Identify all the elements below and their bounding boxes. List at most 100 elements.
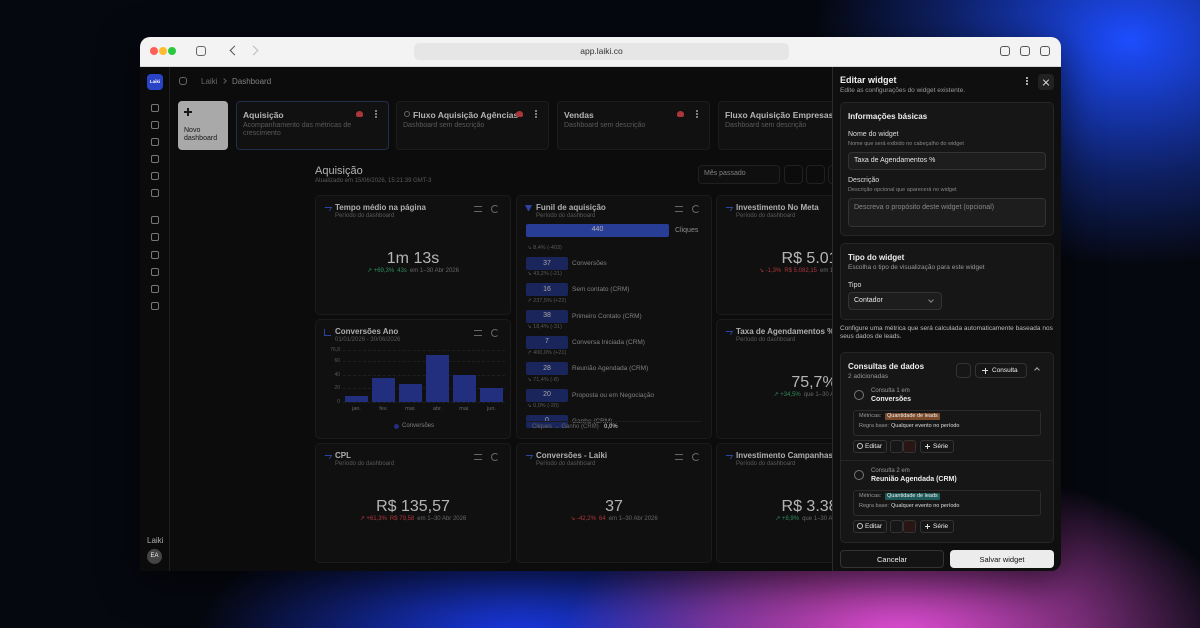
funnel-value: 20: [543, 391, 551, 398]
avatar[interactable]: [147, 549, 162, 564]
dashboard-card[interactable]: [396, 101, 549, 150]
icon[interactable]: [151, 121, 159, 129]
comparison-range: em 1–30 Abr 2026: [409, 268, 459, 274]
icon[interactable]: [151, 285, 159, 293]
refresh-button[interactable]: [491, 329, 499, 337]
new-dashboard[interactable]: [178, 101, 228, 150]
more-button[interactable]: [375, 110, 377, 118]
icon[interactable]: [151, 233, 159, 241]
icon[interactable]: [151, 251, 159, 259]
icon-button[interactable]: [784, 165, 803, 184]
duplicate-button[interactable]: [890, 440, 903, 453]
add-query-button[interactable]: [975, 363, 1027, 378]
y-tick-label: 40: [334, 371, 340, 378]
swap-button[interactable]: [474, 206, 482, 212]
swap-button[interactable]: [675, 454, 683, 460]
type-select[interactable]: [848, 292, 942, 310]
period-select[interactable]: [698, 165, 780, 184]
icon[interactable]: [196, 46, 206, 56]
icon-button[interactable]: [806, 165, 825, 184]
breadcrumb: Dashboard: [232, 77, 272, 86]
plus: [927, 444, 928, 449]
icon[interactable]: [151, 216, 159, 224]
refresh-button[interactable]: [692, 205, 700, 213]
icon[interactable]: [179, 77, 187, 85]
icon[interactable]: [151, 189, 159, 197]
x-tick-label: jan.: [352, 406, 361, 412]
swap-button[interactable]: [675, 206, 683, 212]
widget-subtitle: Período do dashboard: [536, 461, 596, 467]
metric-value: R$ 5.016: [781, 250, 847, 267]
grid-line: [343, 350, 505, 351]
swap-button[interactable]: [474, 454, 482, 460]
more-button[interactable]: [1026, 77, 1028, 85]
comparison-previous: R$ 79,58: [389, 516, 415, 522]
delete-query-button[interactable]: [903, 520, 916, 533]
swap-button[interactable]: [474, 330, 482, 336]
edit-label: Editar: [865, 443, 882, 450]
series-label: Série: [933, 523, 949, 530]
metric-comparison: ↗ +34,5% que 1–30 Abr 2026: [716, 392, 912, 402]
funnel-bar: [526, 283, 568, 297]
window-button[interactable]: [150, 47, 158, 55]
icon[interactable]: [151, 138, 159, 146]
duplicate-button[interactable]: [890, 520, 903, 533]
widget: [315, 443, 511, 563]
icon[interactable]: [151, 155, 159, 163]
address-bar[interactable]: [414, 43, 789, 60]
comparison-range: que 1–30 Abr 2026: [802, 516, 853, 522]
funnel-label: Sem contato (CRM): [572, 286, 630, 294]
series-button[interactable]: [920, 440, 954, 453]
edit-button[interactable]: [853, 440, 887, 453]
icon[interactable]: [1040, 46, 1050, 56]
comparison-previous: 64: [598, 516, 606, 522]
input-placeholder: Descreva o propósito deste widget (opcio…: [854, 204, 995, 211]
x-tick-label: mai.: [459, 406, 470, 412]
save-button[interactable]: [950, 550, 1054, 568]
icon: [857, 523, 863, 529]
dashboard-name: Aquisição: [243, 110, 284, 120]
comparison-delta: ↗ +69,3%: [367, 268, 395, 274]
edit-button[interactable]: [853, 520, 887, 533]
dashboard-title: Aquisição: [315, 165, 363, 177]
icon[interactable]: [1000, 46, 1010, 56]
period-value: Mês passado: [704, 170, 746, 177]
url: app.laiki.co: [580, 46, 623, 56]
metric-tag: Quantidade de leads: [885, 493, 940, 500]
dashboard-description: Dashboard sem descrição: [725, 122, 807, 129]
breadcrumb[interactable]: Laiki: [201, 77, 218, 86]
widget-subtitle: Período do dashboard: [536, 213, 596, 219]
icon[interactable]: [151, 172, 159, 180]
more-button[interactable]: [535, 110, 537, 118]
icon[interactable]: [1020, 46, 1030, 56]
metric-tag: Quantidade de leads: [885, 413, 940, 420]
widget-subtitle: Período do dashboard: [736, 461, 796, 467]
window-button[interactable]: [168, 47, 176, 55]
more-button[interactable]: [696, 110, 698, 118]
dashboard-name: Vendas: [564, 110, 594, 120]
logo[interactable]: [147, 74, 163, 90]
refresh-button[interactable]: [491, 205, 499, 213]
icon[interactable]: [151, 302, 159, 310]
refresh-button[interactable]: [491, 453, 499, 461]
icon[interactable]: [151, 104, 159, 112]
query-details: [853, 490, 1041, 516]
workspace: Laiki: [147, 536, 164, 545]
name-input[interactable]: [848, 152, 1046, 170]
comparison-delta: ↘ -1,3%: [758, 268, 782, 274]
delete-query-button[interactable]: [903, 440, 916, 453]
dashboard-card[interactable]: [236, 101, 389, 150]
legend-swatch: [394, 424, 399, 429]
refresh-button[interactable]: [692, 453, 700, 461]
series-button[interactable]: [920, 520, 954, 533]
delete-button[interactable]: [956, 363, 971, 378]
icon[interactable]: [151, 268, 159, 276]
window-button[interactable]: [159, 47, 167, 55]
funnel-value: 0: [526, 417, 568, 425]
cancel-button[interactable]: [840, 550, 944, 568]
dashboard-card[interactable]: [557, 101, 710, 150]
icon: [857, 443, 863, 449]
y-tick-label: 0: [337, 399, 340, 405]
funnel-change: ↘ 18,4% (-31): [527, 323, 562, 330]
description-input[interactable]: [848, 198, 1046, 227]
